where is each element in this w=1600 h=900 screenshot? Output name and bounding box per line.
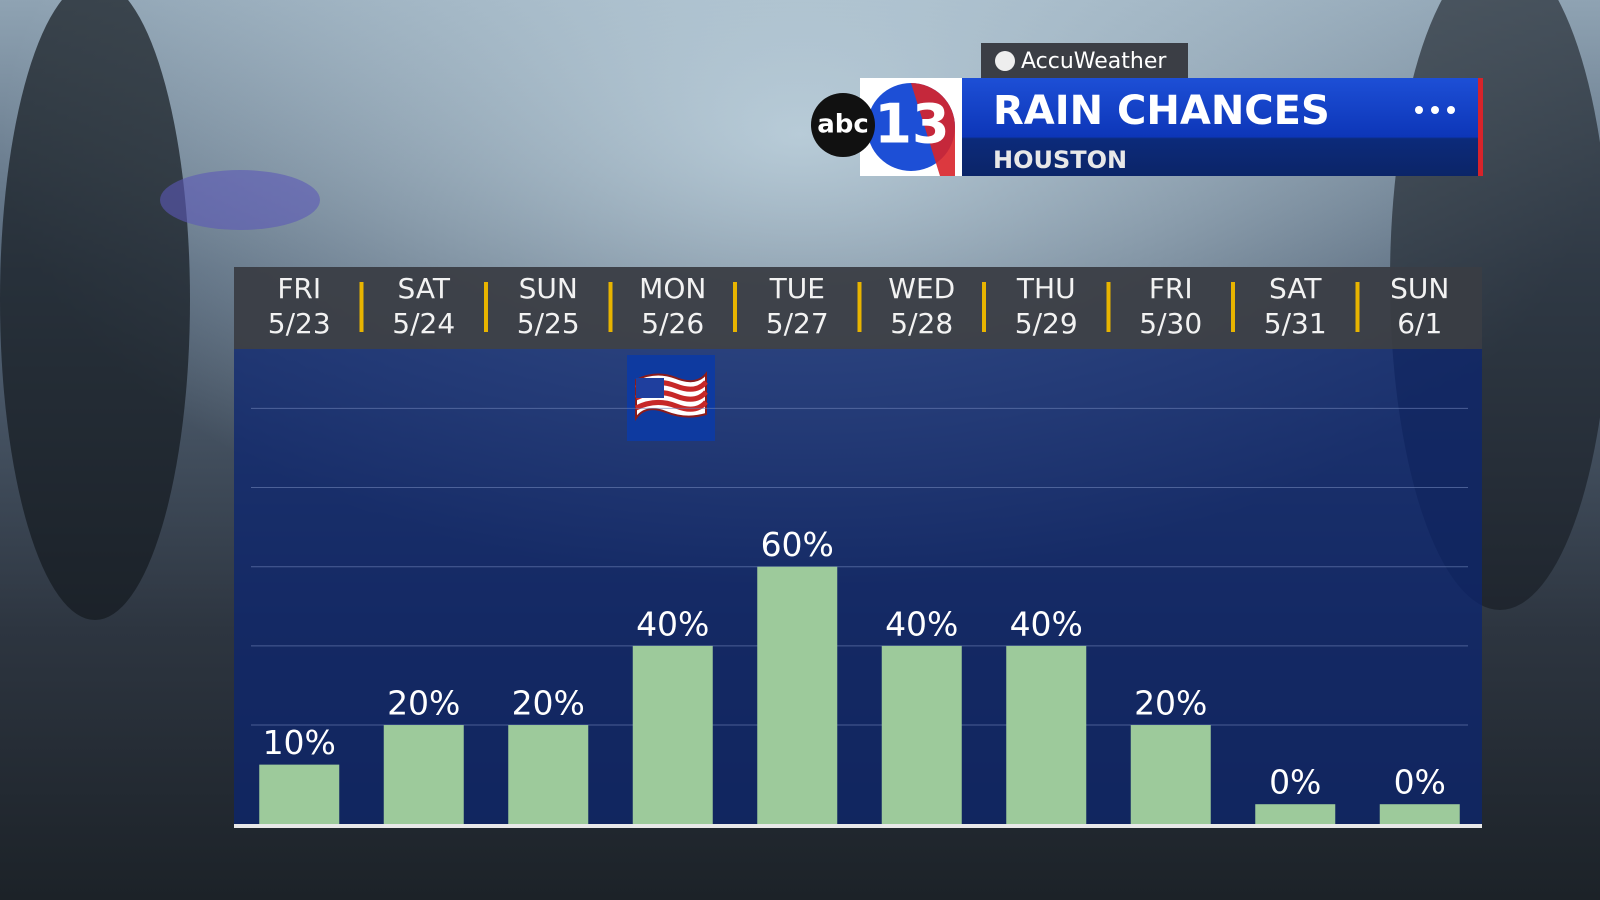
chart-subtitle: HOUSTON [993,146,1127,174]
title-banner [961,78,1481,176]
x-tick-weekday: THU [1016,272,1076,305]
column-separator [857,282,862,332]
value-label: 20% [1134,684,1207,723]
x-tick-weekday: FRI [1149,272,1193,305]
x-tick-label: 5/26 [641,307,704,340]
column-separator [733,282,737,332]
chart-title: RAIN CHANCES [993,88,1330,134]
x-tick-weekday: TUE [769,272,825,305]
channel-number: 13 [874,93,949,156]
bar [259,764,340,824]
x-tick-weekday: SAT [1269,272,1322,305]
background-umbrella [160,170,320,230]
value-label: 20% [512,684,585,723]
x-tick-label: 5/28 [890,307,953,340]
x-tick-label: 6/1 [1397,307,1442,340]
network-logo [811,93,875,157]
x-tick-label: 5/29 [1015,307,1078,340]
column-separator [484,282,488,332]
x-tick-label: 5/31 [1264,307,1327,340]
x-tick-weekday: WED [888,272,955,305]
x-tick-weekday: SUN [1390,272,1449,305]
baseline [234,824,1482,828]
x-tick-label: 5/23 [268,307,331,340]
bar [1006,645,1087,824]
x-tick-weekday: SUN [519,272,578,305]
value-label: 40% [885,604,958,643]
value-label: 0% [1269,763,1321,802]
channel-accent [911,83,955,176]
menu-dots [1415,106,1455,114]
value-label: 40% [1010,604,1083,643]
network-name: abc [817,110,869,140]
x-tick-label: 5/30 [1139,307,1202,340]
value-label: 40% [636,604,709,643]
column-separator [1106,282,1111,332]
column-separator [608,282,613,332]
bar [632,645,713,824]
bar [1130,725,1211,824]
column-separator [982,282,986,332]
source-name: AccuWeather [1021,49,1167,74]
x-tick-label: 5/27 [766,307,829,340]
value-label: 20% [387,684,460,723]
bar [1255,804,1336,824]
holiday-flag [627,355,715,441]
bar [881,645,962,824]
x-tick-weekday: SAT [398,272,451,305]
bar [757,566,838,824]
banner-edge [1478,78,1483,176]
x-tick-weekday: MON [639,272,706,305]
x-tick-label: 5/25 [517,307,580,340]
bar [1379,804,1460,824]
value-label: 60% [761,525,834,564]
column-separator [1355,282,1360,332]
sun-icon [995,51,1015,71]
value-label: 0% [1394,763,1446,802]
bar [508,725,589,824]
background-figure [0,0,190,620]
bar [383,725,464,824]
x-tick-label: 5/24 [392,307,455,340]
x-tick-weekday: FRI [277,272,321,305]
value-label: 10% [263,723,336,762]
column-separator [1231,282,1235,332]
column-separator [359,282,364,332]
source-tab [981,43,1188,78]
